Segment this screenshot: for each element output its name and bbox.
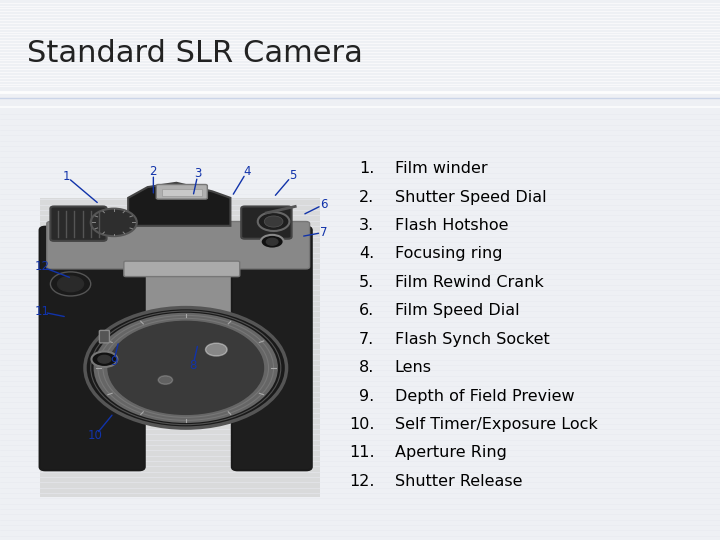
FancyBboxPatch shape [162,189,202,195]
Text: Lens: Lens [395,360,431,375]
FancyBboxPatch shape [40,227,145,470]
FancyBboxPatch shape [156,185,207,199]
Circle shape [58,276,84,292]
Circle shape [85,308,287,428]
FancyBboxPatch shape [232,227,312,470]
Text: 1.: 1. [359,161,374,176]
FancyBboxPatch shape [124,261,240,276]
Text: 3.: 3. [359,218,374,233]
Polygon shape [128,183,230,226]
Text: Focusing ring: Focusing ring [395,246,502,261]
Circle shape [91,208,137,236]
Text: 6.: 6. [359,303,374,318]
Text: Standard SLR Camera: Standard SLR Camera [27,39,363,68]
Text: Flash Hotshoe: Flash Hotshoe [395,218,508,233]
Text: 11.: 11. [348,446,374,460]
Circle shape [158,376,173,384]
Text: 8: 8 [189,359,197,372]
Text: 3: 3 [194,167,202,180]
Text: Depth of Field Preview: Depth of Field Preview [395,388,574,403]
Text: Aperture Ring: Aperture Ring [395,446,506,460]
Circle shape [264,216,283,227]
Text: Flash Synch Socket: Flash Synch Socket [395,332,549,347]
Text: 4: 4 [243,165,251,178]
Circle shape [135,338,236,398]
Circle shape [50,272,91,296]
Text: 7.: 7. [359,332,374,347]
Circle shape [108,321,264,414]
Text: 7: 7 [320,226,328,239]
Text: 12: 12 [35,260,49,273]
Circle shape [258,212,289,231]
FancyBboxPatch shape [122,252,256,417]
Circle shape [166,356,206,380]
Text: Film Rewind Crank: Film Rewind Crank [395,275,544,290]
FancyBboxPatch shape [241,206,292,239]
Circle shape [121,329,251,407]
Circle shape [94,313,278,423]
Text: Shutter Speed Dial: Shutter Speed Dial [395,190,546,205]
Text: 10: 10 [88,429,102,442]
Circle shape [266,238,278,245]
FancyBboxPatch shape [50,206,107,241]
Circle shape [261,235,284,248]
Text: 4.: 4. [359,246,374,261]
Text: Film Speed Dial: Film Speed Dial [395,303,519,318]
Text: 6: 6 [320,198,328,211]
Text: 1: 1 [63,170,70,183]
Text: Film winder: Film winder [395,161,487,176]
Text: Self Timer/Exposure Lock: Self Timer/Exposure Lock [395,417,598,432]
Text: 10.: 10. [349,417,374,432]
Text: 8.: 8. [359,360,374,375]
FancyBboxPatch shape [99,330,109,343]
Text: 12.: 12. [349,474,374,489]
Text: 2.: 2. [359,190,374,205]
Circle shape [91,352,117,367]
Text: 2: 2 [150,165,157,178]
Circle shape [205,343,227,356]
Text: 11: 11 [35,306,49,319]
FancyBboxPatch shape [40,198,320,497]
Text: Shutter Release: Shutter Release [395,474,522,489]
Circle shape [150,346,222,389]
FancyBboxPatch shape [47,221,310,269]
Text: 9: 9 [110,355,117,368]
Circle shape [98,355,111,363]
Text: 5.: 5. [359,275,374,290]
Text: 5: 5 [289,169,296,182]
Text: 9.: 9. [359,388,374,403]
